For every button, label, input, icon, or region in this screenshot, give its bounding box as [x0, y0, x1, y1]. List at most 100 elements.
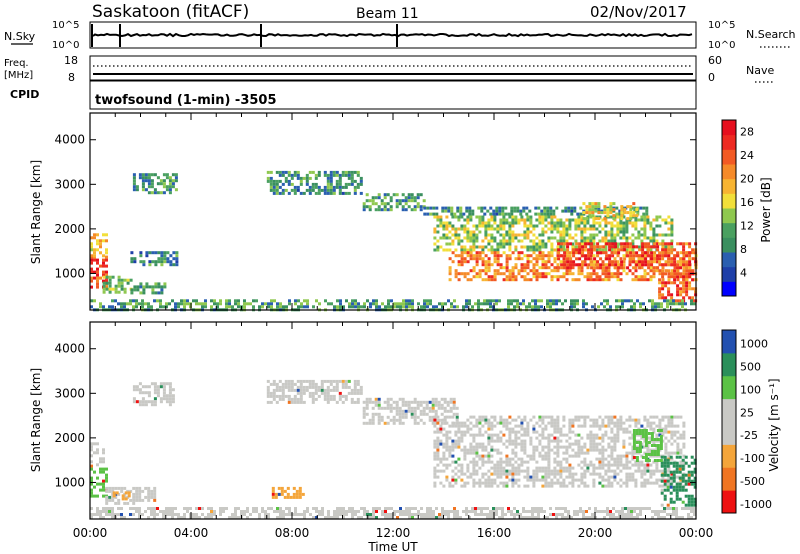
data-cell [581, 248, 585, 252]
data-cell [444, 513, 447, 516]
data-cell [602, 266, 606, 270]
data-cell [644, 257, 648, 261]
data-cell [505, 481, 509, 485]
data-cell [147, 486, 151, 490]
data-cell [481, 463, 485, 467]
data-cell [413, 406, 417, 410]
data-cell [175, 257, 179, 261]
data-cell [616, 421, 620, 425]
data-cell [90, 488, 93, 492]
data-cell [661, 415, 665, 419]
data-cell [655, 439, 659, 443]
data-cell [661, 272, 665, 276]
data-cell [410, 406, 414, 410]
data-cell [639, 305, 642, 309]
data-cell [408, 510, 411, 513]
data-cell [341, 394, 345, 398]
data-cell [523, 451, 527, 455]
data-cell [580, 266, 584, 270]
data-cell [638, 444, 642, 447]
data-cell [363, 507, 366, 510]
data-cell [449, 406, 453, 410]
data-cell [138, 516, 141, 519]
data-cell [679, 448, 683, 452]
data-cell [550, 439, 554, 443]
data-cell [93, 254, 96, 258]
data-cell [308, 191, 312, 195]
data-cell [105, 479, 108, 483]
data-cell [643, 484, 647, 488]
data-cell [679, 299, 683, 303]
data-cell [550, 418, 554, 422]
data-cell [655, 269, 659, 273]
data-cell [610, 251, 614, 255]
data-cell [449, 397, 453, 401]
data-cell [102, 279, 105, 283]
data-cell [483, 299, 486, 303]
data-cell [293, 388, 297, 392]
data-cell [362, 415, 366, 419]
data-cell [90, 236, 93, 240]
data-cell [499, 218, 503, 222]
data-cell [466, 466, 470, 470]
data-cell [577, 218, 581, 222]
data-cell [431, 418, 435, 422]
data-cell [649, 475, 653, 479]
data-cell [639, 513, 642, 516]
data-cell [625, 227, 629, 231]
data-cell [541, 478, 545, 482]
data-cell [439, 236, 443, 240]
data-cell [468, 209, 472, 213]
data-cell [628, 248, 632, 252]
data-cell [420, 507, 423, 510]
data-cell [604, 484, 608, 488]
data-cell [653, 245, 657, 249]
data-cell [499, 239, 503, 243]
data-cell [663, 455, 667, 459]
data-cell [387, 513, 390, 516]
data-cell [622, 215, 626, 219]
data-cell [618, 513, 621, 516]
data-cell [377, 397, 381, 401]
data-cell [493, 469, 497, 473]
nsky-tick-high: 10^5 [52, 20, 79, 31]
data-cell [659, 444, 663, 447]
data-cell [652, 269, 656, 273]
data-cell [520, 463, 524, 467]
data-cell [587, 242, 591, 246]
data-cell [354, 510, 357, 513]
data-cell [690, 473, 694, 477]
data-cell [556, 263, 560, 267]
data-cell [523, 418, 527, 422]
data-cell [520, 442, 524, 446]
data-cell [634, 421, 638, 425]
data-cell [682, 272, 686, 276]
data-cell [99, 460, 102, 464]
data-cell [413, 196, 417, 200]
data-cell [437, 400, 441, 404]
data-cell [640, 275, 644, 279]
data-cell [589, 224, 593, 228]
data-cell [667, 272, 671, 276]
data-cell [634, 227, 638, 231]
data-cell [682, 263, 686, 267]
data-cell [589, 445, 593, 449]
data-cell [99, 276, 102, 280]
data-cell [422, 406, 426, 410]
data-cell [93, 494, 96, 498]
data-cell [520, 418, 524, 422]
data-cell [138, 173, 142, 177]
data-cell [460, 484, 464, 488]
data-cell [445, 224, 449, 228]
data-cell [124, 497, 128, 501]
data-cell [583, 475, 587, 479]
data-cell [278, 388, 282, 392]
data-cell [601, 421, 605, 425]
data-cell [661, 269, 665, 273]
data-cell [519, 209, 523, 213]
data-cell [99, 488, 102, 492]
data-cell [404, 403, 408, 407]
data-cell [466, 424, 470, 428]
data-cell [667, 242, 671, 246]
data-cell [624, 507, 627, 510]
